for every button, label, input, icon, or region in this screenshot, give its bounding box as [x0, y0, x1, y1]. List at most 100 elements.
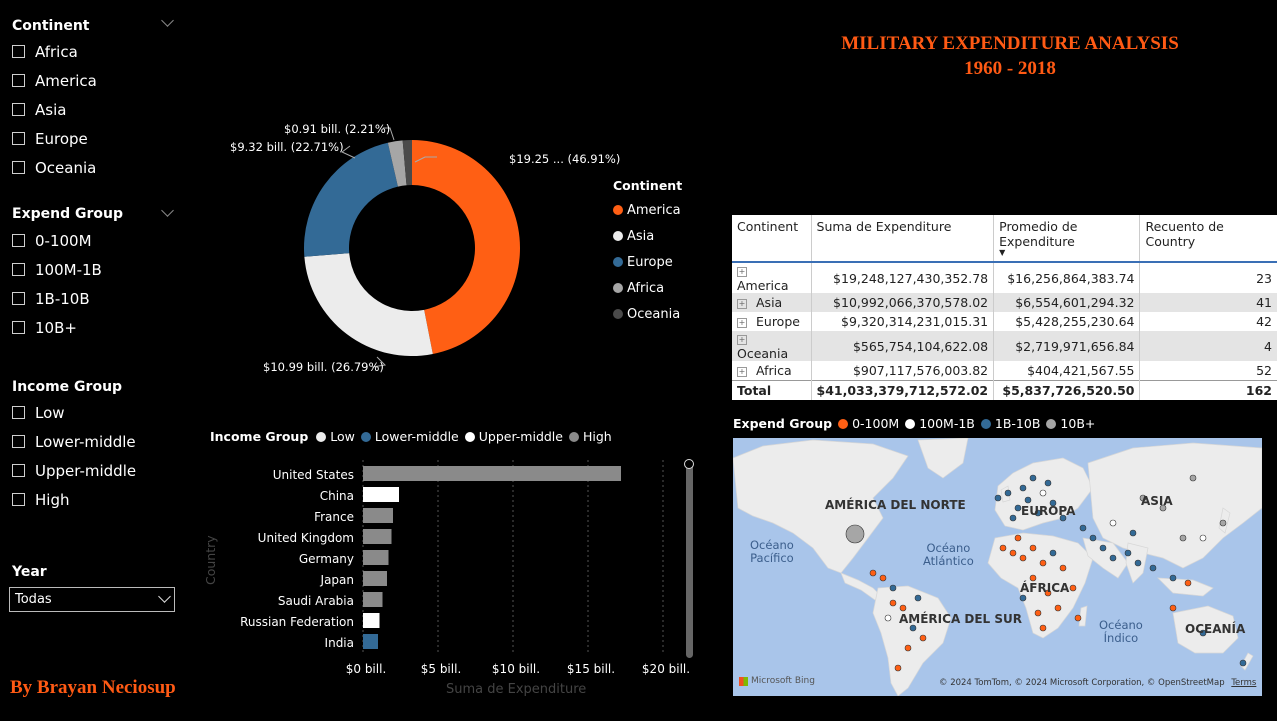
map-bubble[interactable]	[919, 634, 927, 642]
checkbox[interactable]	[12, 103, 25, 116]
checkbox[interactable]	[12, 321, 25, 334]
map-bubble[interactable]	[1069, 584, 1077, 592]
map-bubble[interactable]	[1079, 524, 1087, 532]
map-bubble[interactable]	[1089, 534, 1097, 542]
col-header-continent[interactable]: Continent	[732, 215, 812, 263]
checkbox[interactable]	[12, 406, 25, 419]
map-bubble[interactable]	[1054, 604, 1062, 612]
map-bubble[interactable]	[1039, 489, 1047, 497]
expand-icon[interactable]: +	[737, 317, 747, 328]
expend-option[interactable]: 1B-10B	[12, 284, 102, 313]
map-bubble[interactable]	[1059, 514, 1067, 522]
map-bubble[interactable]	[899, 604, 907, 612]
legend-item[interactable]: Europe	[613, 249, 682, 275]
checkbox[interactable]	[12, 493, 25, 506]
map-bubble[interactable]	[1124, 549, 1132, 557]
income-option[interactable]: Low	[12, 398, 136, 427]
legend-item[interactable]: Oceania	[613, 301, 682, 327]
map-bubble[interactable]	[1009, 549, 1017, 557]
map-bubble[interactable]	[1139, 494, 1147, 502]
table-row[interactable]: + Asia $10,992,066,370,578.02 $6,554,601,29…	[732, 293, 1277, 312]
legend-item[interactable]: Upper-middle	[478, 429, 563, 444]
map-bubble[interactable]	[1044, 479, 1052, 487]
expend-option[interactable]: 100M-1B	[12, 255, 102, 284]
map-bubble[interactable]	[1169, 604, 1177, 612]
income-option[interactable]: Lower-middle	[12, 427, 136, 456]
map-bubble[interactable]	[1179, 534, 1187, 542]
map-bubble[interactable]	[1019, 554, 1027, 562]
map-bubble[interactable]	[1004, 489, 1012, 497]
map-bubble[interactable]	[1019, 484, 1027, 492]
map-bubble[interactable]	[1039, 559, 1047, 567]
map-bubble[interactable]	[909, 624, 917, 632]
bar-japan[interactable]	[363, 571, 387, 586]
bar-china[interactable]	[363, 487, 399, 502]
bar-germany[interactable]	[363, 550, 389, 565]
bar-france[interactable]	[363, 508, 393, 523]
map-bubble[interactable]	[1049, 499, 1057, 507]
continent-option-asia[interactable]: Asia	[12, 95, 97, 124]
expand-icon[interactable]: +	[737, 266, 747, 277]
continent-option-africa[interactable]: Africa	[12, 37, 97, 66]
checkbox[interactable]	[12, 435, 25, 448]
table-row[interactable]: +Oceania $565,754,104,622.08 $2,719,971,65…	[732, 331, 1277, 361]
map-bubble[interactable]	[889, 584, 897, 592]
income-option[interactable]: Upper-middle	[12, 456, 136, 485]
map-bubble[interactable]	[1199, 534, 1207, 542]
legend-item[interactable]: Africa	[613, 275, 682, 301]
donut-slice-africa[interactable]	[387, 140, 407, 187]
income-option[interactable]: High	[12, 485, 136, 514]
col-header-avg[interactable]: Promedio de Expenditure ▼	[993, 215, 1141, 263]
col-header-sum[interactable]: Suma de Expenditure	[811, 215, 995, 263]
continent-option-oceania[interactable]: Oceania	[12, 153, 97, 182]
map-bubble[interactable]	[879, 574, 887, 582]
map-bubble[interactable]	[1029, 574, 1037, 582]
map-bubble[interactable]	[1029, 474, 1037, 482]
checkbox[interactable]	[12, 74, 25, 87]
checkbox[interactable]	[12, 234, 25, 247]
scroll-handle[interactable]	[684, 459, 694, 469]
checkbox[interactable]	[12, 45, 25, 58]
map-bubble[interactable]	[1109, 519, 1117, 527]
map-bubble[interactable]	[1049, 549, 1057, 557]
continent-option-europe[interactable]: Europe	[12, 124, 97, 153]
map-bubble[interactable]	[1019, 594, 1027, 602]
table-row[interactable]: +America $19,248,127,430,352.78 $16,256,86…	[732, 262, 1277, 293]
legend-item[interactable]: Low	[330, 429, 355, 444]
map-bubble[interactable]	[1159, 504, 1167, 512]
map-bubble[interactable]	[914, 594, 922, 602]
map-bubble[interactable]	[1239, 659, 1247, 667]
checkbox[interactable]	[12, 161, 25, 174]
map-bubble[interactable]	[889, 599, 897, 607]
legend-item[interactable]: 100M-1B	[919, 416, 975, 431]
checkbox[interactable]	[12, 292, 25, 305]
col-header-count[interactable]: Recuento de Country	[1139, 215, 1277, 263]
map-bubble[interactable]	[1034, 609, 1042, 617]
map-bubble[interactable]	[1219, 519, 1227, 527]
map-bubble[interactable]	[894, 664, 902, 672]
map-bubble[interactable]	[999, 544, 1007, 552]
expand-icon[interactable]: +	[737, 298, 747, 309]
legend-item[interactable]: America	[613, 197, 682, 223]
legend-item[interactable]: 0-100M	[852, 416, 900, 431]
table-row[interactable]: + Europe $9,320,314,231,015.31 $5,428,255,2…	[732, 312, 1277, 331]
map-bubble[interactable]	[845, 524, 865, 544]
map-bubble[interactable]	[1029, 544, 1037, 552]
expend-option[interactable]: 10B+	[12, 313, 102, 342]
map-bubble[interactable]	[1044, 589, 1052, 597]
legend-item[interactable]: 10B+	[1060, 416, 1096, 431]
map-bubble[interactable]	[1099, 544, 1107, 552]
scrollbar[interactable]	[684, 459, 694, 658]
map-bubble[interactable]	[869, 569, 877, 577]
map-bubble[interactable]	[1014, 534, 1022, 542]
legend-item[interactable]: Lower-middle	[374, 429, 459, 444]
donut-slice-oceania[interactable]	[402, 140, 412, 186]
map-bubble[interactable]	[1039, 624, 1047, 632]
map-bubble[interactable]	[884, 614, 892, 622]
bar-united-states[interactable]	[363, 466, 621, 481]
map-bubble[interactable]	[1014, 504, 1022, 512]
legend-item[interactable]: Asia	[613, 223, 682, 249]
expend-option[interactable]: 0-100M	[12, 226, 102, 255]
map-bubble[interactable]	[1129, 529, 1137, 537]
year-dropdown[interactable]: Todas	[9, 587, 175, 612]
